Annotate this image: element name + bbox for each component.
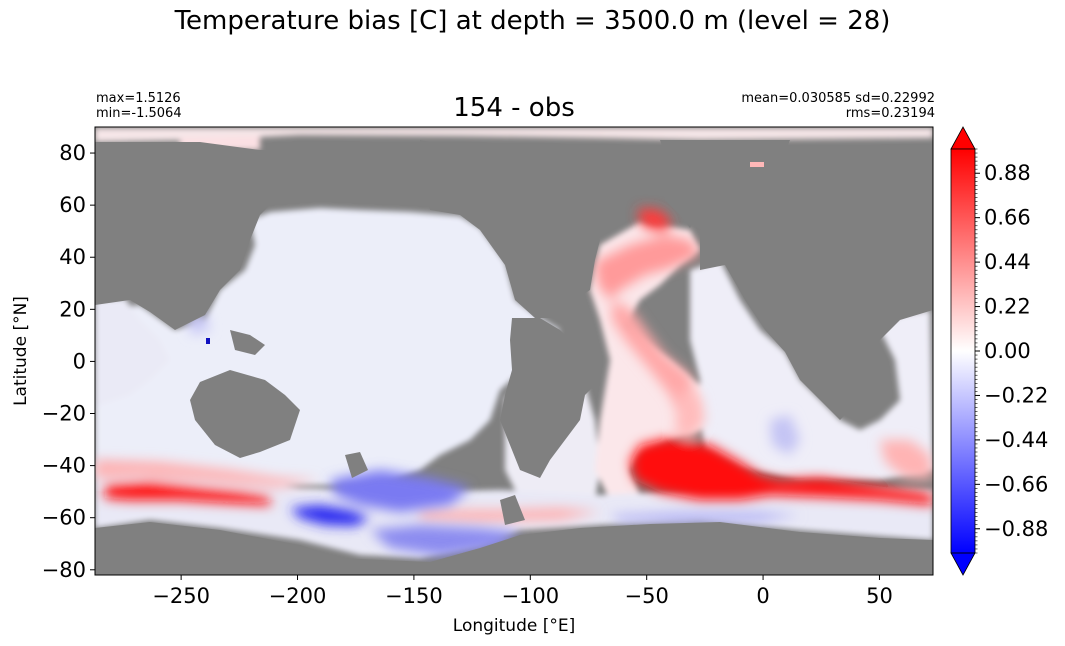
colorbar-tick-label: −0.88 [984,517,1048,541]
x-tick-label: 50 [866,584,893,608]
colorbar-extend-max [950,126,976,150]
land-indonesia [230,330,265,355]
stats-max-min: max=1.5126 min=-1.5064 [96,91,182,121]
anomaly-south-indian [630,438,933,505]
figure-suptitle: Temperature bias [C] at depth = 3500.0 m… [174,6,891,36]
stat-rms: rms=0.23194 [845,106,935,121]
land-asia [95,142,330,330]
x-tick-label: −250 [152,584,210,608]
stat-max: max=1.5126 [96,91,181,106]
y-tick-label: −60 [42,506,86,530]
x-tick-label: −50 [625,584,669,608]
y-tick-label: −80 [42,558,86,582]
anomaly-weddell [610,512,800,524]
colorbar-tick-label: 0.44 [984,250,1031,274]
warm-anomalies [95,208,933,522]
anomaly-south-atlantic-west [105,482,270,505]
colorbar-tick-label: −0.66 [984,472,1048,496]
y-axis-label: Latitude [°N] [11,296,31,406]
anomaly-labrador [638,208,672,232]
colorbar-extend-min [950,552,976,576]
colorbar-tick-label: 0.00 [984,339,1031,363]
x-tick-label: −200 [269,584,327,608]
ocean-arctic [95,128,933,142]
anomaly-ross-sea-halo [330,470,470,512]
y-tick-label: 80 [59,141,86,165]
y-axis: −80 −60 −40 −20 0 20 40 60 80 [42,141,95,582]
cold-anomalies [185,312,800,556]
colorbar-ticks: 0.88 0.66 0.44 0.22 0.00 −0.22 −0.44 −0.66 −0.88 [975,161,1048,541]
x-tick-label: 0 [756,584,769,608]
anomaly-atlantic-west [612,300,695,420]
colorbar-tick-label: 0.66 [984,206,1031,230]
colorbar-tick-label: 0.22 [984,295,1031,319]
colorbar-tick-label: −0.22 [984,383,1048,407]
anomaly-east-indian [880,440,933,480]
colorbar-tick-label: 0.88 [984,161,1031,185]
x-tick-label: −150 [385,584,443,608]
anomaly-indian-cold [770,415,800,455]
y-tick-label: 60 [59,193,86,217]
y-tick-label: 20 [59,297,86,321]
colorbar-gradient [951,149,975,553]
stat-min: min=-1.5064 [96,106,182,121]
y-tick-label: 40 [59,245,86,269]
land-europe-africa [700,230,933,420]
y-tick-label: −20 [42,402,86,426]
ocean-indian-east [690,260,933,480]
land-antarctic-peninsula [500,495,525,525]
land-australia [190,370,300,458]
anomaly-north-atlantic [595,235,700,300]
y-tick-label: 0 [73,349,86,373]
anomaly-ross-sea [290,505,370,526]
land-masses [95,140,933,575]
land-nz [345,452,368,478]
stat-mean-sd: mean=0.030585 sd=0.22992 [741,91,935,106]
bias-heatmap [95,127,933,575]
land-south-america [500,318,600,478]
x-axis: −250 −200 −150 −100 −50 0 50 [152,575,893,608]
x-axis-label: Longitude [°E] [453,616,575,636]
x-tick-label: −100 [501,584,559,608]
land-north-america [420,140,600,318]
colorbar-minor-ticks [975,148,978,554]
y-tick-label: −40 [42,454,86,478]
land-antarctica [95,522,933,575]
ocean-indian [95,298,170,405]
anomaly-mid-atlantic [675,390,705,440]
plot-title: 154 - obs [453,93,575,123]
anomaly-south-warm-band [95,460,320,487]
axes-frame [94,126,934,576]
land-arctic-islands [380,150,470,170]
stats-mean-sd-rms: mean=0.030585 sd=0.22992 rms=0.23194 [741,91,935,121]
point-strong-cold [206,338,210,344]
colorbar: 0.88 0.66 0.44 0.22 0.00 −0.22 −0.44 −0.66 −0.88 [950,126,1048,576]
colorbar-tick-label: −0.44 [984,428,1048,452]
patch-warm-arctic [750,162,764,167]
